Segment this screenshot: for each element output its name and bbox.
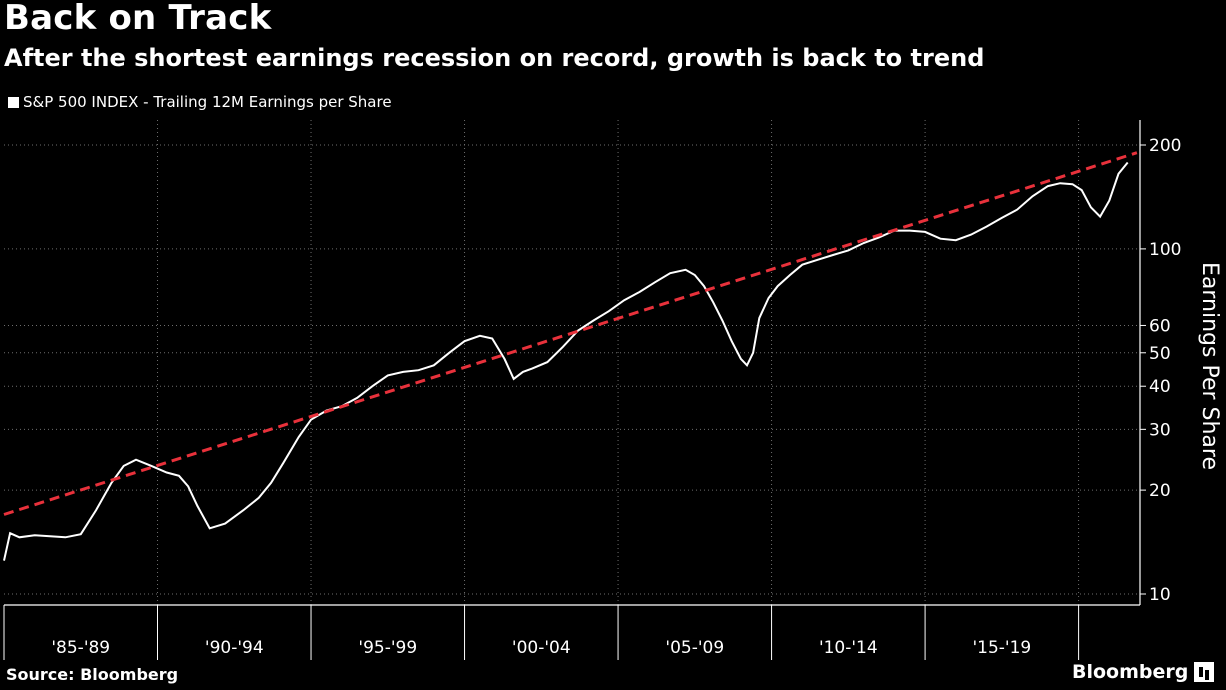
x-tick-label-6: '15-'19 bbox=[972, 638, 1031, 658]
x-tick-label-4: '05-'09 bbox=[665, 638, 724, 658]
y-axis-title: Earnings Per Share bbox=[1197, 262, 1222, 470]
brand-logo: Bloomberg bbox=[1072, 661, 1215, 683]
chart-subtitle: After the shortest earnings recession on… bbox=[4, 44, 985, 72]
bloomberg-icon bbox=[1194, 662, 1215, 682]
y-tick-label-1: 20 bbox=[1149, 481, 1171, 501]
x-tick-label-5: '10-'14 bbox=[819, 638, 878, 658]
y-tick-label-5: 60 bbox=[1149, 316, 1171, 336]
y-tick-label-2: 30 bbox=[1149, 420, 1171, 440]
legend-swatch bbox=[8, 96, 19, 108]
y-tick-label-3: 40 bbox=[1149, 377, 1171, 397]
x-tick-label-3: '00-'04 bbox=[512, 638, 571, 658]
legend-label: S&P 500 INDEX - Trailing 12M Earnings pe… bbox=[23, 93, 392, 111]
y-tick-label-0: 10 bbox=[1149, 585, 1171, 605]
x-tick-label-1: '90-'94 bbox=[205, 638, 264, 658]
y-tick-label-6: 100 bbox=[1149, 240, 1181, 260]
y-tick-label-7: 200 bbox=[1149, 136, 1181, 156]
x-tick-label-2: '95-'99 bbox=[358, 638, 417, 658]
trend-line bbox=[3, 151, 1138, 516]
source-note: Source: Bloomberg bbox=[6, 665, 179, 684]
x-tick-label-0: '85-'89 bbox=[51, 638, 110, 658]
brand-name: Bloomberg bbox=[1072, 661, 1189, 683]
eps-series-line bbox=[3, 161, 1129, 561]
chart-title: Back on Track bbox=[4, 0, 272, 38]
y-tick-label-4: 50 bbox=[1149, 344, 1171, 364]
legend: S&P 500 INDEX - Trailing 12M Earnings pe… bbox=[8, 93, 392, 111]
